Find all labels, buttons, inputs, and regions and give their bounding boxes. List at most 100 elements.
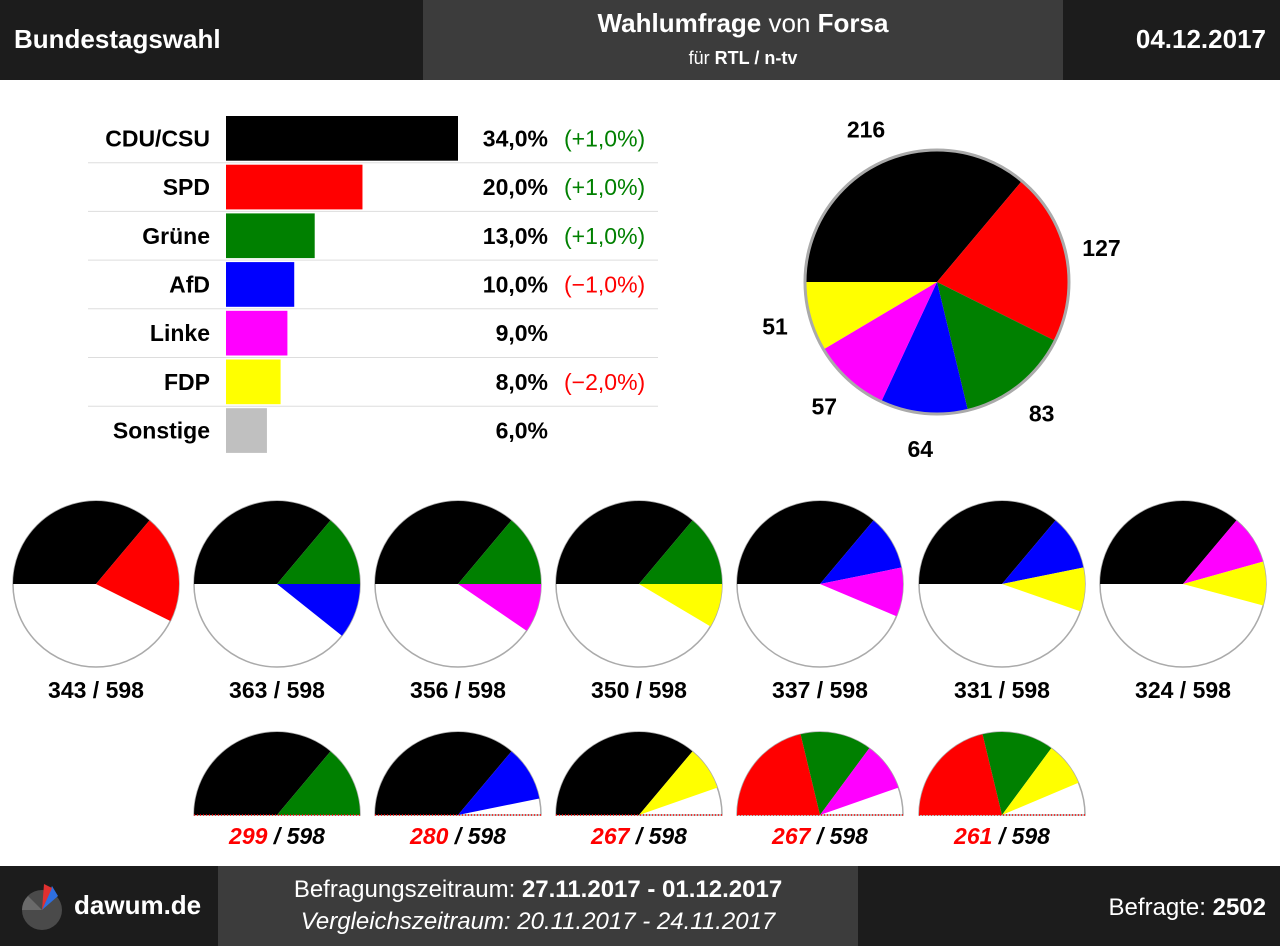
respondents-value: 2502 bbox=[1212, 894, 1266, 921]
value-label: 9,0% bbox=[496, 320, 548, 346]
coalition-slice bbox=[820, 748, 899, 815]
coalition-slice bbox=[375, 732, 512, 815]
bar bbox=[226, 213, 315, 259]
party-label: FDP bbox=[164, 369, 210, 395]
coalition-total: / 598 bbox=[992, 677, 1050, 703]
coalition-total: / 598 bbox=[86, 677, 144, 703]
coalition-slice bbox=[820, 567, 904, 617]
coalition-total: / 598 bbox=[992, 823, 1050, 849]
value-label: 6,0% bbox=[496, 418, 548, 444]
coalition-seats: 280 bbox=[409, 823, 449, 849]
coalition-total: / 598 bbox=[810, 823, 868, 849]
coalition-slice bbox=[375, 500, 512, 584]
bar bbox=[226, 408, 267, 453]
coalition-slice bbox=[1183, 561, 1266, 606]
seat-slice bbox=[805, 149, 1022, 282]
party-label: AfD bbox=[169, 271, 210, 297]
coalition-slice bbox=[639, 751, 718, 815]
coalition-slice bbox=[13, 501, 150, 584]
coalition-slice bbox=[556, 731, 693, 815]
seat-label: 51 bbox=[762, 313, 788, 339]
pollster-name: Forsa bbox=[817, 8, 889, 38]
coalition-seat-label: 363 / 598 bbox=[229, 677, 325, 703]
poll-title-bold: Wahlumfrage bbox=[597, 8, 762, 38]
coalition-seat-label: 337 / 598 bbox=[772, 677, 868, 703]
coalition-slice bbox=[458, 751, 540, 815]
coalition-seats: 299 bbox=[228, 823, 268, 849]
bar bbox=[226, 164, 363, 210]
coalition-total: / 598 bbox=[448, 677, 506, 703]
coalition-seats: 356 bbox=[410, 677, 448, 703]
poll-title: Wahlumfrage von Forsa bbox=[423, 8, 1063, 39]
coalition-total: / 598 bbox=[448, 823, 506, 849]
dawum-logo-icon bbox=[22, 884, 62, 930]
change-label: (+1,0%) bbox=[564, 125, 645, 151]
coalition-seats: 267 bbox=[590, 823, 631, 849]
coalition-total: / 598 bbox=[629, 677, 687, 703]
coalition-slice bbox=[639, 520, 722, 584]
seat-slice bbox=[805, 282, 937, 350]
value-label: 13,0% bbox=[483, 223, 548, 249]
bar bbox=[226, 262, 295, 307]
respondents-label: Befragte: bbox=[1108, 894, 1213, 921]
coalition-seat-label: 280 / 598 bbox=[409, 823, 506, 849]
coalition-slice bbox=[96, 520, 179, 622]
party-label: CDU/CSU bbox=[105, 125, 210, 151]
party-label: SPD bbox=[163, 174, 210, 200]
coalition-slice bbox=[1002, 567, 1085, 612]
client-name: RTL / n-tv bbox=[714, 48, 798, 68]
coalition-slice bbox=[277, 520, 360, 584]
seat-label: 127 bbox=[1082, 235, 1120, 261]
coalition-seat-label: 331 / 598 bbox=[954, 677, 1050, 703]
coalition-slice bbox=[919, 501, 1056, 584]
poll-title-mid: von bbox=[761, 8, 818, 38]
coalition-seats: 350 bbox=[591, 677, 629, 703]
seat-slice bbox=[823, 282, 937, 402]
footer-period-panel: Befragungszeitraum: 27.11.2017 - 01.12.2… bbox=[218, 866, 858, 946]
seat-slice bbox=[937, 180, 1069, 341]
survey-period-label: Befragungszeitraum: bbox=[293, 876, 522, 903]
coalition-slice bbox=[737, 500, 874, 584]
coalition-slice bbox=[800, 732, 870, 815]
coalition-slice bbox=[458, 520, 541, 584]
respondents: Befragte: 2502 bbox=[1109, 894, 1266, 922]
coalition-slice bbox=[1002, 748, 1079, 815]
seat-label: 216 bbox=[847, 117, 885, 143]
coalition-seats: 324 bbox=[1135, 677, 1174, 703]
header-left-panel: Bundestagswahl bbox=[0, 0, 423, 80]
bar bbox=[226, 116, 458, 161]
party-label: Sonstige bbox=[113, 418, 210, 444]
value-label: 8,0% bbox=[496, 369, 548, 395]
coalition-slice bbox=[919, 734, 1002, 815]
coalition-seats: 343 bbox=[48, 677, 86, 703]
coalition-slice bbox=[458, 584, 541, 631]
value-label: 20,0% bbox=[483, 174, 548, 200]
coalition-seat-label: 324 / 598 bbox=[1135, 677, 1231, 703]
brand-link[interactable]: dawum.de bbox=[74, 890, 202, 920]
value-label: 10,0% bbox=[483, 271, 548, 297]
party-label: Grüne bbox=[142, 223, 210, 249]
comparison-period-value: 20.11.2017 - 24.11.2017 bbox=[517, 908, 776, 935]
coalition-slice bbox=[737, 734, 820, 815]
survey-period: Befragungszeitraum: 27.11.2017 - 01.12.2… bbox=[218, 876, 858, 904]
coalition-seat-label: 267 / 598 bbox=[771, 823, 868, 849]
footer-respondents-panel: Befragte: 2502 bbox=[858, 866, 1280, 946]
coalition-slice bbox=[1002, 520, 1084, 584]
coalition-total: / 598 bbox=[267, 677, 325, 703]
coalition-seat-label: 267 / 598 bbox=[590, 823, 687, 849]
seat-pie-outline bbox=[803, 148, 1071, 416]
coalition-slice bbox=[556, 500, 693, 584]
change-label: (+1,0%) bbox=[564, 223, 645, 249]
seat-label: 57 bbox=[811, 394, 837, 420]
coalition-seat-label: 299 / 598 bbox=[228, 823, 325, 849]
coalition-seat-label: 356 / 598 bbox=[410, 677, 506, 703]
bar bbox=[226, 310, 288, 356]
change-label: (+1,0%) bbox=[564, 174, 645, 200]
party-label: Linke bbox=[150, 320, 210, 346]
header-right-panel: 04.12.2017 bbox=[1063, 0, 1280, 80]
coalition-slice bbox=[820, 520, 902, 584]
change-label: (−1,0%) bbox=[564, 271, 645, 297]
coalition-slice bbox=[982, 731, 1052, 815]
coalition-seat-label: 350 / 598 bbox=[591, 677, 687, 703]
coalition-total: / 598 bbox=[267, 823, 325, 849]
